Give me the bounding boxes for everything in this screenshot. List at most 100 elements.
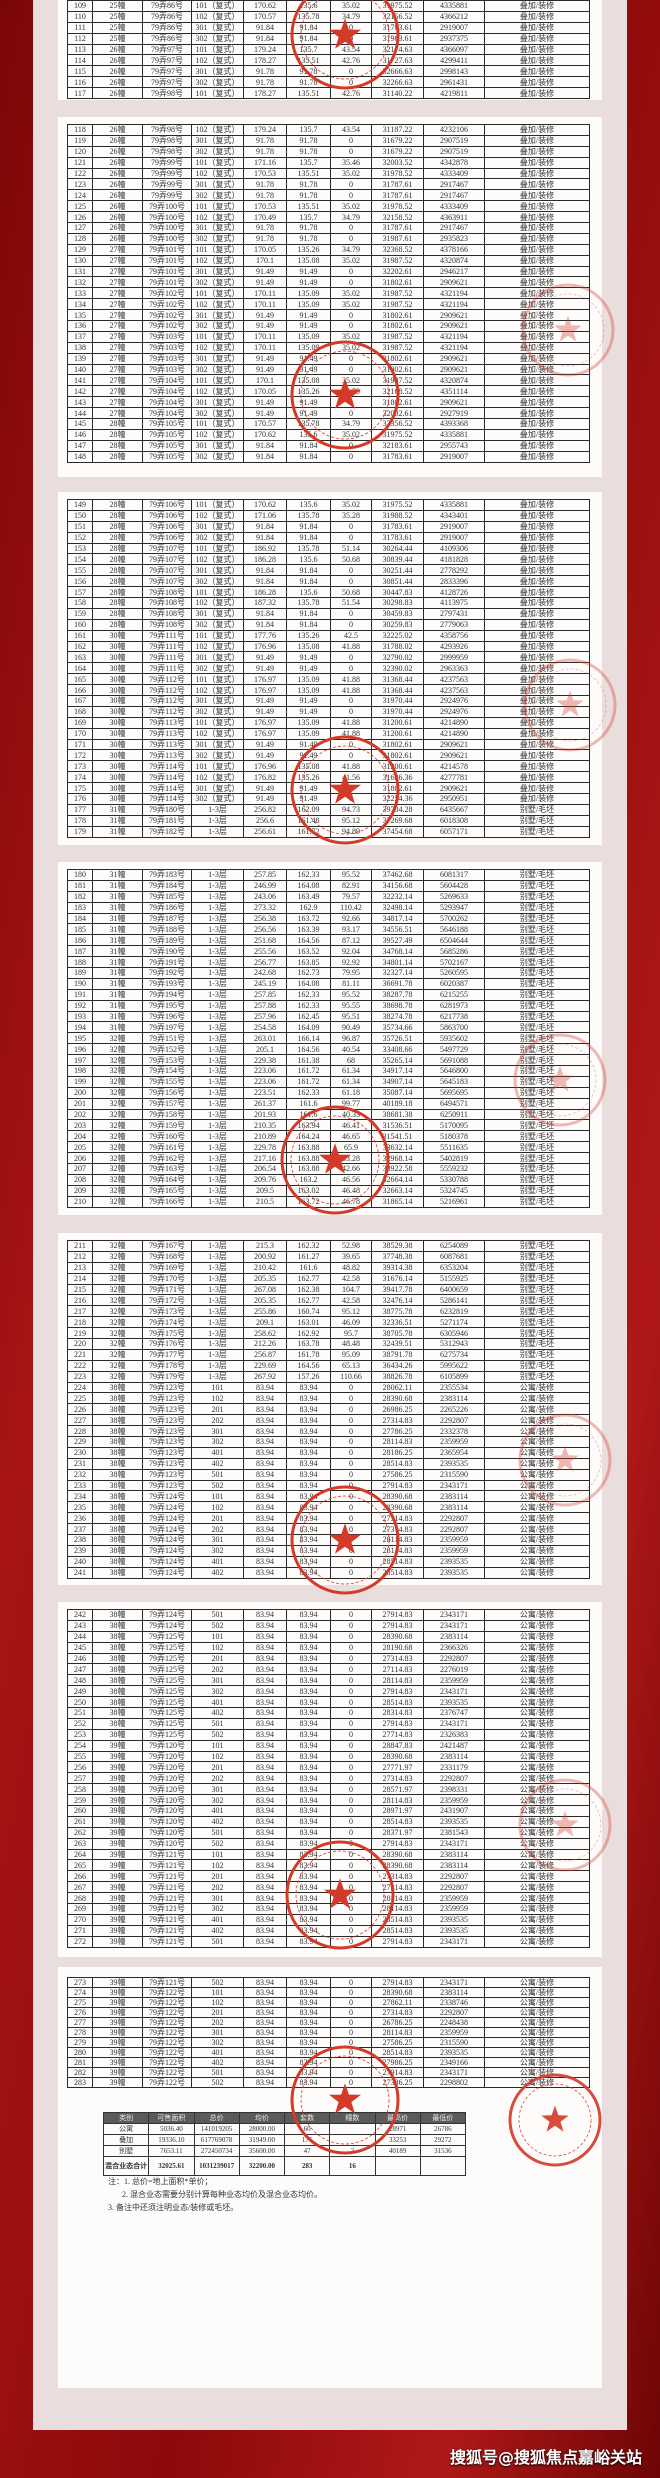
cell-total-price: 2919007 (423, 520, 485, 533)
cell-building: 26幢 (92, 87, 143, 100)
cell-total-area: 83.94 (243, 1772, 287, 1785)
cell-basement-area: 0 (330, 1457, 372, 1470)
cell-basement-area: 0 (330, 531, 372, 544)
cell-total-price: 2343171 (423, 1837, 485, 1850)
cell-seq: 174 (67, 771, 93, 784)
cell-above-ground-area: 91.49 (286, 738, 331, 751)
cell-remark: 公寓/装修 (484, 1783, 590, 1796)
cell-total-area: 91.49 (243, 309, 287, 322)
cell-address: 79弄121号 (142, 1924, 192, 1937)
cell-seq: 217 (67, 1305, 93, 1318)
cell-building: 31幢 (92, 869, 143, 881)
cell-unit: 101（复式） (191, 0, 244, 12)
table-row: 130 27幢 79弄101号 102（复式） 170.1 135.08 35.02 3198… (67, 254, 590, 267)
cell-unit-price: 30259.83 (371, 618, 424, 631)
cell-basement-area: 35.02 (330, 374, 372, 387)
cell-unit: 201 (191, 1870, 244, 1883)
cell-unit: 201 (191, 1761, 244, 1774)
cell-remark: 叠加/装修 (484, 738, 590, 751)
cell-remark: 叠加/装修 (484, 760, 590, 773)
cell-unit-price: 31802.61 (371, 782, 424, 795)
cell-above-ground-area: 166.14 (286, 1032, 331, 1045)
cell-building: 38幢 (92, 1479, 143, 1492)
cell-remark: 叠加/装修 (484, 662, 590, 675)
cell-total-area: 210.35 (243, 1119, 287, 1132)
cell-basement-area: 87.12 (330, 934, 372, 947)
cell-total-area: 83.94 (243, 1609, 287, 1621)
cell-building: 27幢 (92, 320, 143, 332)
summary-cell: 19336.10 (148, 2134, 195, 2146)
cell-seq: 186 (67, 934, 93, 947)
cell-above-ground-area: 135.08 (286, 254, 331, 267)
table-row: 142 27幢 79弄104号 102（复式） 170.05 135.26 34.79 321… (67, 385, 590, 398)
cell-seq: 268 (67, 1892, 93, 1905)
cell-total-area: 257.85 (243, 869, 287, 881)
cell-unit-price: 37748.38 (371, 1250, 424, 1263)
cell-unit-price: 31975.52 (371, 428, 424, 441)
cell-unit: 1-3层 (191, 967, 244, 979)
cell-basement-area: 35.46 (330, 156, 372, 169)
cell-total-price: 6105899 (423, 1370, 485, 1383)
table-row: 264 39幢 79弄121号 101 83.94 83.94 0 28390.68 23831… (67, 1848, 590, 1861)
cell-above-ground-area: 83.94 (286, 2037, 331, 2048)
cell-unit-price: 27914.83 (371, 1935, 424, 1948)
cell-total-price: 2398331 (423, 1783, 485, 1796)
table-row: 154 28幢 79弄107号 102（复式） 186.28 135.6 50.68 3083… (67, 553, 590, 566)
cell-remark: 公寓/装修 (484, 1425, 590, 1438)
cell-unit-price: 32232.14 (371, 890, 424, 903)
cell-address: 79弄106号 (142, 520, 192, 533)
cell-above-ground-area: 83.94 (286, 1674, 331, 1687)
cell-basement-area: 0 (330, 1663, 372, 1676)
cell-seq: 213 (67, 1261, 93, 1274)
cell-building: 39幢 (92, 1837, 143, 1850)
cell-above-ground-area: 83.94 (286, 2027, 331, 2038)
cell-address: 79弄114号 (142, 793, 192, 805)
cell-seq: 235 (67, 1501, 93, 1514)
cell-basement-area: 79.57 (330, 890, 372, 903)
cell-total-area: 176.82 (243, 771, 287, 784)
cell-building: 32幢 (92, 1130, 143, 1143)
cell-total-area: 256.6 (243, 814, 287, 827)
cell-above-ground-area: 91.49 (286, 407, 331, 420)
price-list-page: 211 32幢 79弄167号 1-3层 215.3 162.32 52.98 38529.3… (58, 1233, 602, 1585)
cell-remark: 叠加/装修 (484, 520, 590, 533)
cell-seq: 164 (67, 662, 93, 675)
table-row: 127 26幢 79弄100号 301（复式） 91.78 91.78 0 31787.61 2… (67, 222, 590, 234)
table-row: 214 32幢 79弄170号 1-3层 205.35 162.77 42.58 31676.… (67, 1272, 590, 1285)
cell-building: 28幢 (92, 553, 143, 566)
table-row: 274 39幢 79弄122号 101 83.94 83.94 0 28390.68 23831… (67, 1987, 590, 1998)
cell-basement-area: 92.92 (330, 956, 372, 969)
cell-basement-area: 46.56 (330, 1173, 372, 1186)
cell-remark: 公寓/装修 (484, 1446, 590, 1459)
cell-remark: 别墅/毛坯 (484, 1032, 590, 1045)
cell-remark: 别墅/毛坯 (484, 1327, 590, 1340)
table-row: 145 28幢 79弄105号 101（复式） 170.57 135.78 34.79 323… (67, 418, 590, 430)
cell-total-price: 2343171 (423, 1479, 485, 1492)
notes: 注：1. 总价=地上面积*单价； 2. 混合业态需要分别计算每种业态均价及混合业态… (108, 2175, 322, 2214)
cell-above-ground-area: 163.94 (286, 1119, 331, 1132)
cell-unit: 302（复式） (191, 276, 244, 289)
cell-address: 79弄192号 (142, 967, 192, 979)
cell-total-area: 256.77 (243, 956, 287, 969)
cell-building: 25幢 (92, 10, 143, 23)
cell-total-area: 256.87 (243, 1348, 287, 1361)
summary-cell: 60 (283, 2123, 331, 2135)
cell-unit-price: 28114.83 (371, 1674, 424, 1687)
cell-total-area: 83.94 (243, 2017, 287, 2028)
cell-unit: 1-3层 (191, 1316, 244, 1329)
cell-seq: 146 (67, 428, 93, 441)
cell-building: 30幢 (92, 782, 143, 795)
cell-total-area: 263.01 (243, 1032, 287, 1045)
cell-above-ground-area: 83.94 (286, 1794, 331, 1807)
table-row: 271 39幢 79弄121号 402 83.94 83.94 0 28514.83 23935… (67, 1924, 590, 1937)
table-row: 190 31幢 79弄193号 1-3层 245.19 164.08 81.11 36691.… (67, 977, 590, 990)
cell-remark: 别墅/毛坯 (484, 1359, 590, 1372)
cell-seq: 218 (67, 1316, 93, 1329)
cell-remark: 公寓/装修 (484, 2057, 590, 2068)
cell-total-price: 2393535 (423, 1566, 485, 1579)
cell-seq: 248 (67, 1674, 93, 1687)
cell-unit-price: 32158.52 (371, 211, 424, 224)
cell-unit: 301（复式） (191, 352, 244, 365)
cell-basement-area: 48.82 (330, 1261, 372, 1274)
table-row: 117 26幢 79弄98号 101（复式） 178.27 135.51 42.76 3114… (67, 87, 590, 100)
